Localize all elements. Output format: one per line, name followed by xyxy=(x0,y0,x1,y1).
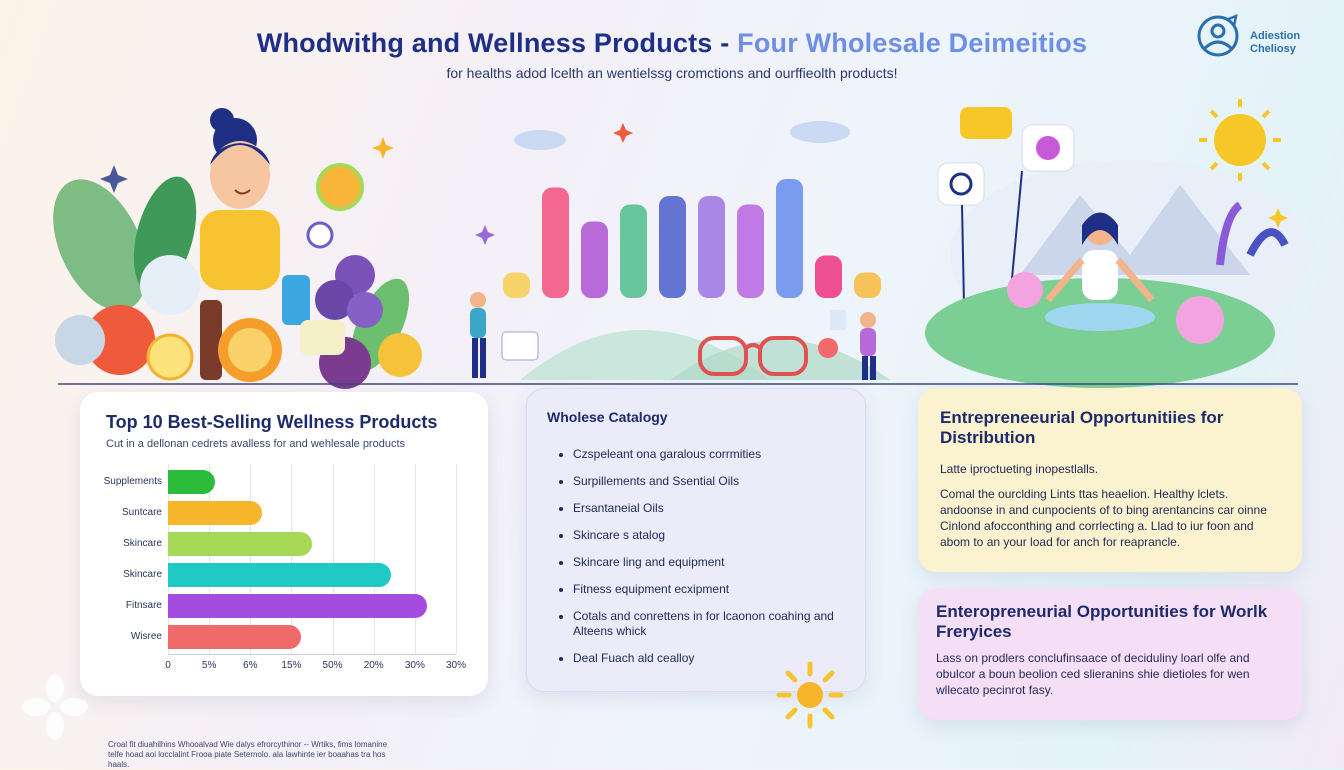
chat-bubble-icon xyxy=(960,107,1012,139)
center-bar-3 xyxy=(620,204,647,298)
center-bar-1 xyxy=(542,187,569,298)
brand-logo[interactable]: Adiestion Cheliosy xyxy=(1196,14,1326,64)
logo-text-line1: Adiestion xyxy=(1250,30,1301,42)
chart-gridline xyxy=(291,464,293,654)
page-title-main: Whodwithg and Wellness Products - xyxy=(256,28,738,58)
category-label: Suntcare xyxy=(121,507,162,518)
catalog-item[interactable]: Surpillements and Ssential Oils xyxy=(573,474,863,489)
x-tick-label: 15% xyxy=(281,660,302,671)
catalog-title: Wholese Catalogy xyxy=(547,409,668,425)
x-tick-label: 5% xyxy=(201,660,217,671)
bar-5 xyxy=(168,625,302,649)
x-tick-label: 50% xyxy=(322,660,343,671)
x-axis-line xyxy=(168,654,456,655)
center-bar-5 xyxy=(698,196,725,298)
center-bar-4 xyxy=(659,196,686,298)
chart-gridline xyxy=(209,464,211,654)
brand-card-icon xyxy=(937,162,985,206)
meditating-woman-icon xyxy=(1045,212,1155,331)
chart-gridline xyxy=(168,464,169,654)
footnote: Croal fit diuahilhins Whooalvad Wie daly… xyxy=(108,740,408,770)
bar-3 xyxy=(168,563,392,587)
page-subtitle: for healths adod lcelth an wentielssg cr… xyxy=(446,65,898,81)
center-bar-8 xyxy=(815,255,842,298)
center-bar-0 xyxy=(503,272,530,298)
catalog-item[interactable]: Ersantaneial Oils xyxy=(573,501,863,516)
chart-gridline xyxy=(414,464,416,654)
yoga-illustration xyxy=(925,99,1310,388)
category-label: Skincare xyxy=(123,569,162,580)
x-tick-label: 6% xyxy=(243,660,258,671)
top10-bar-chart: 0 5% 6% 15% 50% 20% 30% 30% Supplements Suntcare S… xyxy=(80,392,488,696)
chart-gridline xyxy=(250,464,252,654)
flower-decoration-icon xyxy=(22,674,88,740)
chart-gridline xyxy=(332,464,334,654)
services-card: Enteropreneurial Opportunities for Worlk… xyxy=(918,588,1302,720)
catalog-card: Wholese Catalogy Czspeleant ona garalous… xyxy=(526,388,866,692)
chart-gridline xyxy=(456,464,457,654)
services-title: Enteropreneurial Opportunities for Worlk… xyxy=(936,602,1268,641)
center-bar-7 xyxy=(776,179,803,298)
page-title: Whodwithg and Wellness Products - Four W… xyxy=(0,28,1344,59)
distribution-paragraph: Comal the ourclding Lints ttas heaelion.… xyxy=(940,487,1267,549)
bar-0 xyxy=(168,470,215,494)
fruit-woman-illustration xyxy=(53,108,422,389)
small-sun-icon xyxy=(776,661,844,729)
logo-text-line2: Cheliosy xyxy=(1250,43,1296,55)
catalog-item[interactable]: Cotals and conrettens in for lcaonon coa… xyxy=(573,609,863,639)
x-tick-label: 0 xyxy=(165,660,171,671)
center-bar-illustration xyxy=(470,121,890,380)
center-bar-6 xyxy=(737,204,764,298)
ground-divider xyxy=(58,383,1298,385)
category-label: Supplements xyxy=(103,476,162,487)
catalog-item[interactable]: Skincare s atalog xyxy=(573,528,863,543)
person-badge-icon xyxy=(1197,14,1239,57)
distribution-card: Entrepreneeurial Opportunitiies for Dist… xyxy=(918,388,1302,572)
x-tick-label: 30% xyxy=(404,660,425,671)
bar-4 xyxy=(168,594,428,618)
sun-icon xyxy=(1199,99,1281,181)
center-bar-2 xyxy=(581,221,608,298)
catalog-item[interactable]: Skincare ling and equipment xyxy=(573,555,863,570)
top10-subtitle: Cut in a dellonan cedrets avalless for a… xyxy=(106,438,406,450)
x-tick-label: 20% xyxy=(363,660,384,671)
top10-card: Top 10 Best-Selling Wellness Products Cu… xyxy=(80,392,488,696)
catalog-item[interactable]: Fitness equipment ecxipment xyxy=(573,582,863,597)
top10-title: Top 10 Best-Selling Wellness Products xyxy=(106,412,438,432)
bar-1 xyxy=(168,501,262,525)
category-label: Wisree xyxy=(130,631,162,642)
distribution-title: Entrepreneeurial Opportunitiies for Dist… xyxy=(940,408,1224,447)
glasses-icon xyxy=(698,336,808,376)
services-paragraph: Lass on prodlers conclufinsaace of decid… xyxy=(936,651,1250,697)
footnote-line2: telfe hoad aoi locclalint Frooa piate Se… xyxy=(108,750,386,769)
chart-gridline xyxy=(373,464,375,654)
bar-2 xyxy=(168,532,312,556)
category-label: Skincare xyxy=(123,538,162,549)
footnote-line1: Croal fit diuahilhins Whooalvad Wie daly… xyxy=(108,740,388,749)
page-title-accent: Four Wholesale Deimeitios xyxy=(737,28,1088,58)
catalog-item[interactable]: Deal Fuach ald cealloy xyxy=(573,651,863,666)
catalog-list: Czspeleant ona garalous corrmities Surpi… xyxy=(553,447,863,678)
category-label: Fitnsare xyxy=(125,600,162,611)
person-right-icon xyxy=(818,310,876,380)
center-bar-9 xyxy=(854,272,881,298)
person-left-icon xyxy=(470,292,539,378)
x-tick-label: 30% xyxy=(445,660,466,671)
distribution-line: Latte iproctueting inopestlalls. xyxy=(940,462,1099,476)
catalog-item[interactable]: Czspeleant ona garalous corrmities xyxy=(573,447,863,462)
